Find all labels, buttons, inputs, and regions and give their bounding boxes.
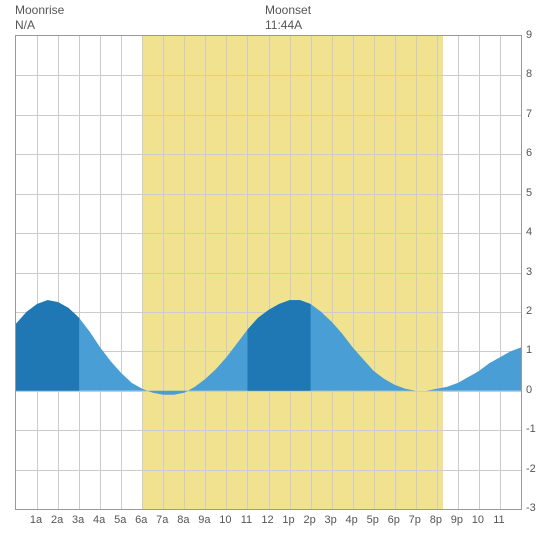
x-tick: 7a bbox=[156, 514, 168, 526]
x-tick: 9a bbox=[198, 514, 210, 526]
y-tick: 0 bbox=[526, 384, 532, 396]
header-value: 11:44A bbox=[265, 18, 302, 32]
x-tick: 2a bbox=[51, 514, 63, 526]
x-tick: 6a bbox=[135, 514, 147, 526]
x-tick: 11 bbox=[241, 514, 252, 526]
x-tick: 11 bbox=[493, 514, 504, 526]
y-tick: 7 bbox=[526, 108, 532, 120]
x-tick: 3p bbox=[325, 514, 337, 526]
x-tick: 5p bbox=[367, 514, 379, 526]
y-tick: 5 bbox=[526, 187, 532, 199]
x-tick: 1p bbox=[282, 514, 294, 526]
x-tick: 7p bbox=[409, 514, 421, 526]
x-tick: 4a bbox=[93, 514, 105, 526]
x-tick: 12 bbox=[261, 514, 273, 526]
header-label: Moonrise bbox=[15, 3, 64, 17]
tide-curve bbox=[16, 36, 521, 509]
y-tick: 3 bbox=[526, 266, 532, 278]
y-tick: 6 bbox=[526, 147, 532, 159]
x-tick: 6p bbox=[388, 514, 400, 526]
x-tick: 4p bbox=[346, 514, 358, 526]
x-tick: 5a bbox=[114, 514, 126, 526]
x-tick: 2p bbox=[303, 514, 315, 526]
y-tick: 9 bbox=[526, 29, 532, 41]
y-tick: -2 bbox=[526, 463, 536, 475]
header-label: Moonset bbox=[265, 3, 311, 17]
x-tick: 9p bbox=[451, 514, 463, 526]
x-tick: 8p bbox=[430, 514, 442, 526]
header-value: N/A bbox=[15, 18, 35, 32]
x-tick: 10 bbox=[472, 514, 484, 526]
y-tick: 1 bbox=[526, 344, 532, 356]
x-tick: 8a bbox=[177, 514, 189, 526]
y-tick: -3 bbox=[526, 502, 536, 514]
y-tick: 8 bbox=[526, 68, 532, 80]
y-tick: 4 bbox=[526, 226, 532, 238]
x-tick: 10 bbox=[219, 514, 231, 526]
plot-area bbox=[15, 35, 522, 510]
y-tick: 2 bbox=[526, 305, 532, 317]
y-tick: -1 bbox=[526, 423, 536, 435]
x-tick: 3a bbox=[72, 514, 84, 526]
tide-chart-container: MoonriseN/A Moonset11:44A 1a 2a 3a 4a 5a 6a 7a 8a… bbox=[0, 0, 550, 550]
x-tick: 1a bbox=[30, 514, 42, 526]
